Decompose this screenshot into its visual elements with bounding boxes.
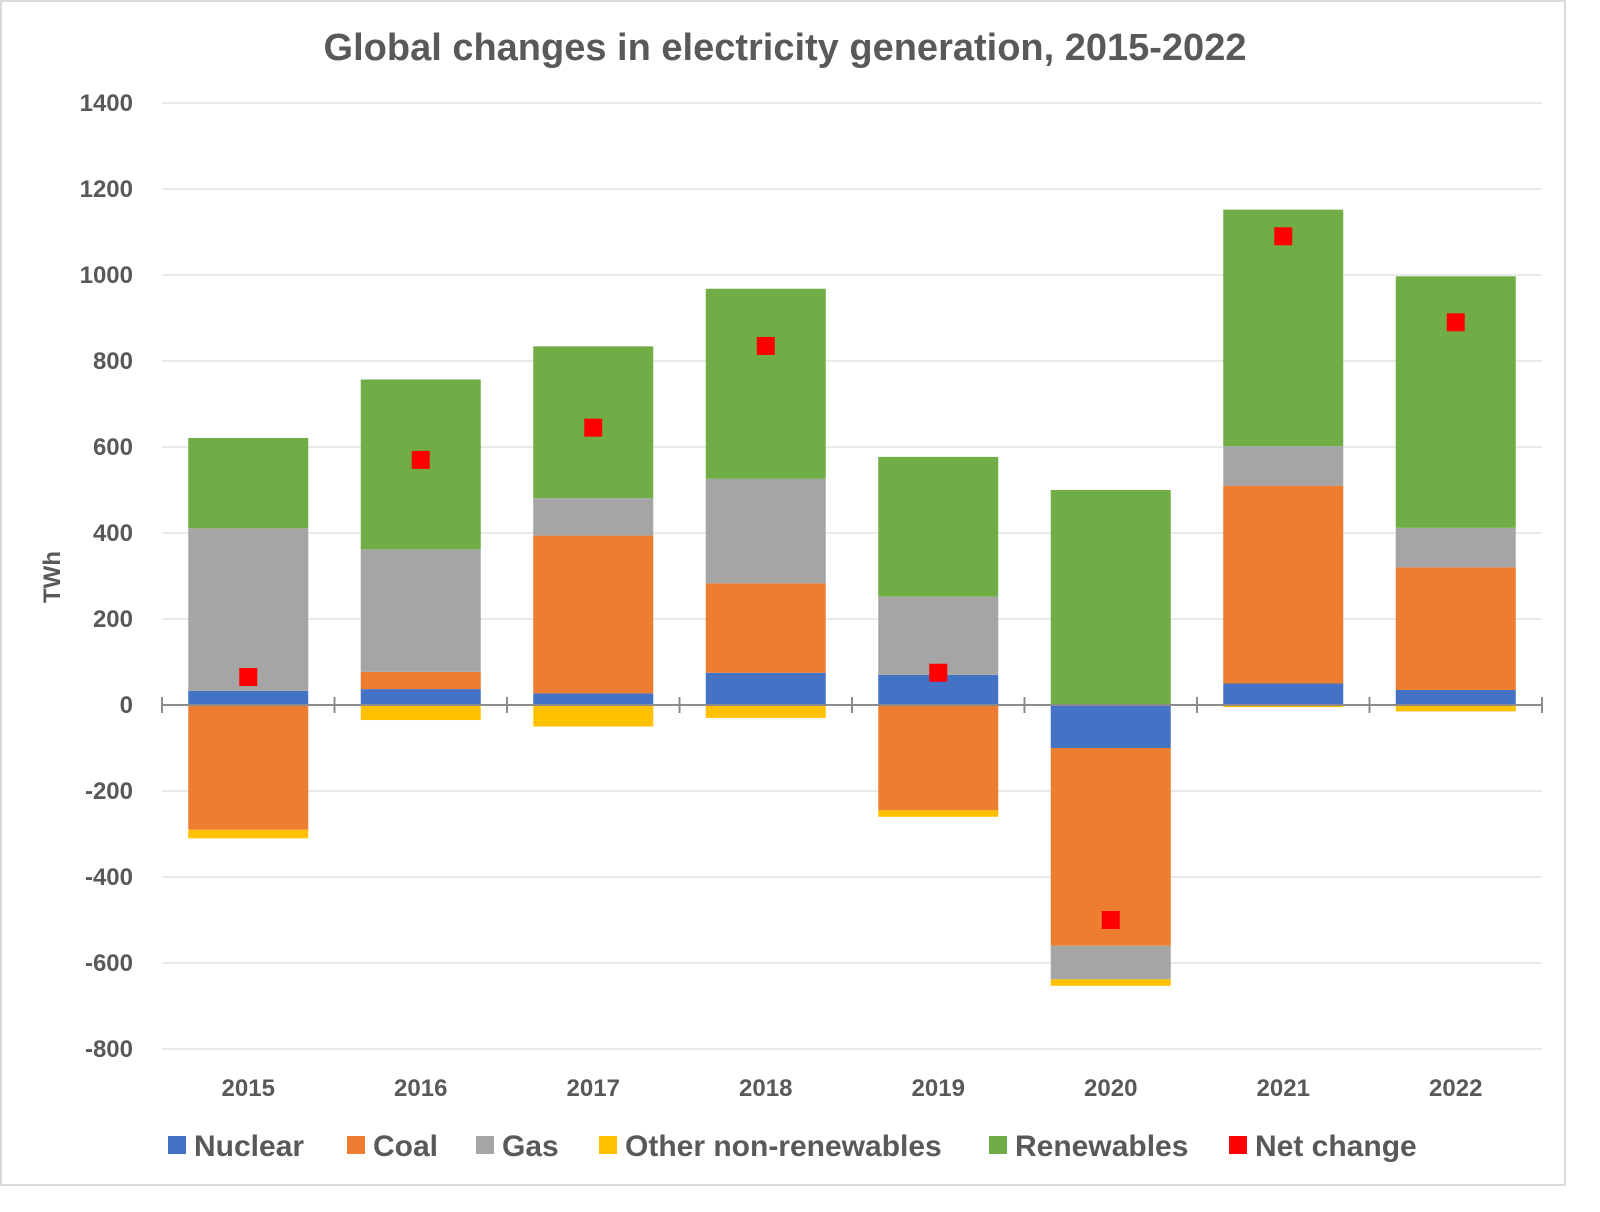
bar-renewables-2015 [188, 437, 309, 529]
x-tick-label: 2015 [222, 1075, 275, 1102]
y-tick-label: 1000 [80, 262, 133, 289]
bar-other-non-renewables-2020 [1050, 979, 1171, 986]
legend-label: Net change [1255, 1130, 1417, 1163]
chart-frame: Global changes in electricity generation… [0, 0, 1566, 1186]
x-tick-label: 2019 [912, 1075, 965, 1102]
y-tick-label: 1200 [80, 176, 133, 203]
bar-gas-2017 [533, 498, 654, 536]
chart-svg: Global changes in electricity generation… [39, 27, 1543, 1163]
y-tick-label: -800 [85, 1036, 133, 1063]
bar-gas-2018 [705, 478, 826, 584]
bar-renewables-2018 [705, 288, 826, 479]
bar-renewables-2021 [1223, 209, 1344, 447]
y-tick-label: 600 [93, 434, 133, 461]
y-tick-label: 800 [93, 348, 133, 375]
y-tick-label: -400 [85, 864, 133, 891]
bar-coal-2021 [1223, 485, 1344, 684]
net-change-markers [239, 227, 1465, 929]
x-tick-label: 2018 [739, 1075, 792, 1102]
legend-label: Nuclear [194, 1130, 304, 1163]
legend-item-nuclear: Nuclear [168, 1130, 304, 1163]
legend-swatch [599, 1136, 617, 1154]
bar-renewables-2019 [878, 456, 999, 597]
net-change-marker-2022 [1446, 313, 1465, 332]
legend-item-net-change: Net change [1229, 1130, 1417, 1163]
legend-label: Renewables [1015, 1130, 1188, 1163]
bar-gas-2020 [1050, 945, 1171, 980]
x-tick-label: 2017 [567, 1075, 620, 1102]
bar-gas-2016 [360, 549, 481, 672]
y-tick-labels: 1400 1200 1000 800 600 400 200 0 -200 -400 -600 -80… [80, 90, 133, 1063]
net-change-marker-2020 [1101, 911, 1120, 929]
chart-title: Global changes in electricity generation… [324, 27, 1247, 69]
legend-label: Other non-renewables [625, 1130, 942, 1163]
bar-coal-2017 [533, 535, 654, 694]
x-tick-label: 2016 [394, 1075, 447, 1102]
net-change-marker-2021 [1274, 227, 1293, 246]
bar-gas-2021 [1223, 446, 1344, 486]
bar-coal-2019 [878, 705, 999, 811]
y-tick-label: 1400 [80, 90, 133, 117]
legend-item-other-non-renewables: Other non-renewables [599, 1130, 942, 1163]
bar-other-non-renewables-2016 [360, 705, 481, 721]
bar-other-non-renewables-2018 [705, 705, 826, 718]
bar-other-non-renewables-2022 [1395, 705, 1516, 712]
axis-layer [161, 697, 1543, 713]
legend-label: Gas [502, 1130, 559, 1163]
y-tick-label: 0 [120, 692, 133, 719]
x-tick-label: 2022 [1429, 1075, 1482, 1102]
x-tick-label: 2020 [1084, 1075, 1137, 1102]
legend-item-gas: Gas [476, 1130, 559, 1163]
bar-other-non-renewables-2021 [1223, 705, 1344, 708]
bar-coal-2022 [1395, 567, 1516, 690]
bars-layer [188, 209, 1516, 986]
bar-nuclear-2020 [1050, 705, 1171, 748]
bar-coal-2015 [188, 705, 309, 830]
bar-other-non-renewables-2019 [878, 810, 999, 817]
bar-coal-2018 [705, 583, 826, 673]
legend-swatch [347, 1136, 365, 1154]
legend: Nuclear Coal Gas Other non-renewables Renewa… [168, 1130, 1417, 1163]
y-axis-label: TWh [39, 551, 66, 603]
bar-nuclear-2022 [1395, 689, 1516, 705]
legend-swatch [476, 1136, 494, 1154]
legend-swatch [989, 1136, 1007, 1154]
net-change-marker-2016 [411, 450, 430, 469]
x-tick-labels: 2015 2016 2017 2018 2019 2020 2021 2022 [222, 1075, 1483, 1102]
net-change-marker-2018 [756, 336, 775, 355]
bar-coal-2016 [360, 671, 481, 690]
y-tick-label: -200 [85, 778, 133, 805]
legend-item-coal: Coal [347, 1130, 438, 1163]
bar-renewables-2020 [1050, 490, 1171, 705]
legend-swatch [1229, 1136, 1247, 1154]
y-tick-label: 400 [93, 520, 133, 547]
net-change-marker-2019 [929, 663, 948, 682]
bar-gas-2022 [1395, 527, 1516, 568]
bar-gas-2015 [188, 528, 309, 691]
bar-other-non-renewables-2015 [188, 829, 309, 839]
legend-swatch [168, 1136, 186, 1154]
bar-nuclear-2021 [1223, 683, 1344, 705]
y-tick-label: -600 [85, 950, 133, 977]
bar-gas-2019 [878, 596, 999, 675]
legend-label: Coal [373, 1130, 438, 1163]
net-change-marker-2017 [584, 418, 603, 437]
legend-item-renewables: Renewables [989, 1130, 1188, 1163]
y-tick-label: 200 [93, 606, 133, 633]
net-change-marker-2015 [239, 668, 258, 687]
x-tick-label: 2021 [1257, 1075, 1310, 1102]
bar-other-non-renewables-2017 [533, 705, 654, 727]
bar-nuclear-2015 [188, 690, 309, 705]
bar-nuclear-2016 [360, 689, 481, 705]
bar-nuclear-2018 [705, 672, 826, 705]
bar-nuclear-2017 [533, 693, 654, 705]
